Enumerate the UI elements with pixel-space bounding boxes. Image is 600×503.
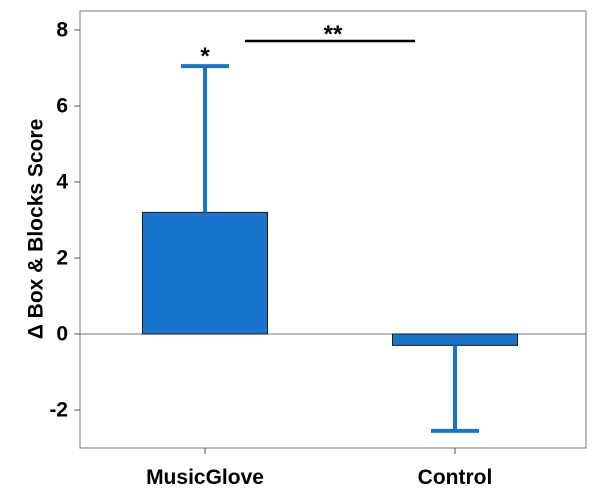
y-tick-label: 4	[56, 171, 68, 194]
x-axis: MusicGlove Control	[146, 448, 492, 489]
y-axis: -2 0 2 4 6 8	[49, 19, 80, 422]
y-tick-label: -2	[49, 399, 68, 422]
bar-control	[392, 333, 518, 346]
plot-area-frame	[79, 10, 587, 449]
y-tick-label: 0	[56, 323, 68, 346]
error-bars-layer	[181, 64, 479, 433]
significance-marker: *	[200, 43, 210, 70]
y-tick-label: 2	[56, 247, 68, 270]
significance-marker-between: **	[324, 21, 343, 48]
annotations-layer: ***	[200, 21, 415, 70]
bars-layer	[142, 211, 518, 346]
x-category-label: MusicGlove	[146, 466, 264, 489]
x-category-label: Control	[418, 466, 493, 489]
y-axis-title: Δ Box & Blocks Score	[25, 119, 48, 340]
y-tick-label: 6	[56, 95, 68, 118]
bar-musicglove	[142, 211, 268, 335]
y-tick-label: 8	[56, 19, 68, 42]
